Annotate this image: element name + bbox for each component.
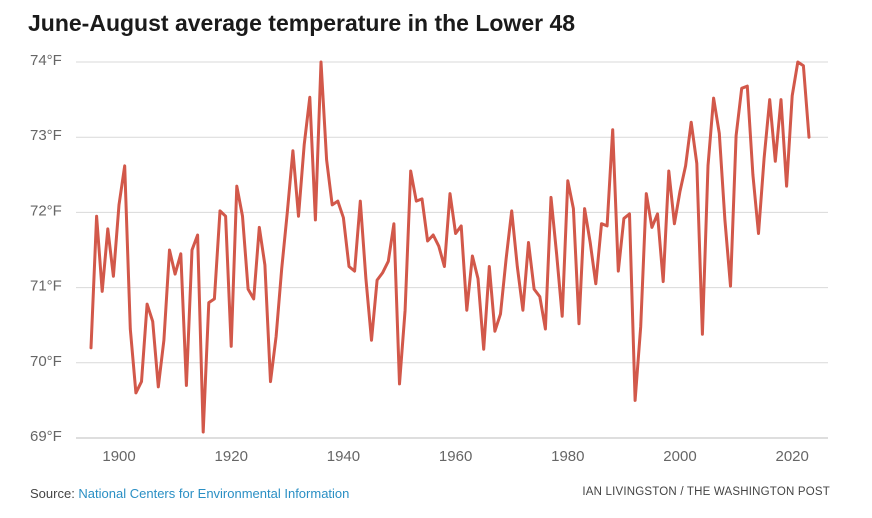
series-layer (89, 60, 811, 434)
x-tick-label: 2000 (663, 448, 696, 465)
source-prefix: Source: (30, 486, 79, 501)
x-tick-label: 1960 (439, 448, 472, 465)
x-tick-label: 1900 (102, 448, 135, 465)
x-axis-ticks: 1900 1920 1940 1960 1980 2000 2020 (102, 448, 809, 465)
y-axis-ticks: 69°F 70°F 71°F 72°F 73°F 74°F (30, 52, 62, 445)
byline-credit: IAN LIVINGSTON / THE WASHINGTON POST (582, 486, 830, 498)
y-tick-label: 71°F (30, 278, 62, 295)
gridlines (76, 61, 828, 439)
x-tick-label: 1940 (327, 448, 360, 465)
y-tick-label: 73°F (30, 127, 62, 144)
y-tick-label: 72°F (30, 202, 62, 219)
source-note: Source: National Centers for Environment… (30, 486, 349, 501)
temperature-line (89, 60, 811, 434)
y-tick-label: 69°F (30, 428, 62, 445)
x-tick-label: 1980 (551, 448, 584, 465)
source-link[interactable]: National Centers for Environmental Infor… (78, 486, 350, 501)
y-tick-label: 74°F (30, 52, 62, 69)
x-tick-label: 2020 (775, 448, 808, 465)
x-tick-label: 1920 (215, 448, 248, 465)
y-tick-label: 70°F (30, 353, 62, 370)
chart-title: June-August average temperature in the L… (28, 10, 576, 36)
